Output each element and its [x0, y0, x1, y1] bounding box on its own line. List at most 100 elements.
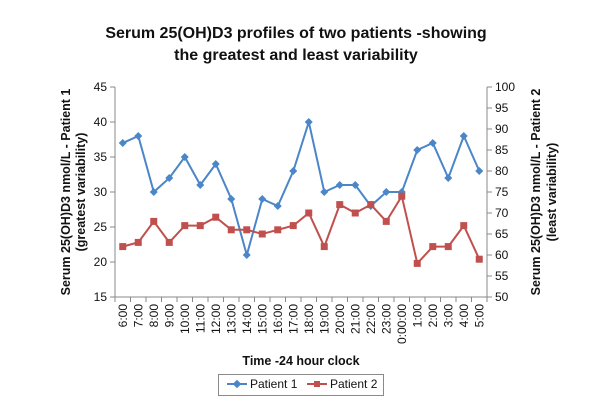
data-point-patient-1 [211, 160, 220, 168]
legend: Patient 1 Patient 2 [218, 374, 384, 396]
y-right-tick-label: 95 [495, 101, 509, 115]
y-left-tick-label: 20 [94, 255, 108, 269]
x-tick-label: 15:00 [255, 304, 269, 334]
data-point-patient-1 [289, 167, 298, 175]
y-right-tick-label: 50 [495, 290, 509, 304]
y-right-tick-label: 65 [495, 227, 509, 241]
data-point-patient-2 [289, 222, 297, 230]
y-right-tick-label: 85 [495, 143, 509, 157]
y-right-axis-title-line-2: (least variability) [545, 143, 559, 242]
chart-title-line-2: the greatest and least variability [174, 47, 418, 64]
y-right-tick-label: 55 [495, 269, 509, 283]
legend-label-patient-1: Patient 1 [250, 377, 298, 391]
data-point-patient-2 [274, 226, 282, 234]
x-tick-label: 2:00 [426, 304, 440, 328]
x-tick-label: 3:00 [441, 304, 455, 328]
data-point-patient-2 [398, 192, 406, 200]
data-point-patient-1 [273, 202, 282, 210]
series-line-patient-2 [122, 193, 481, 266]
line-chart: 15 20 25 30 35 40 45 50 55 60 65 70 75 80 85 90 95 100 6:0… [59, 80, 559, 368]
x-tick-label: 19:00 [317, 304, 331, 334]
data-point-patient-2 [351, 209, 359, 217]
x-tick-label: 1:00 [410, 304, 424, 328]
data-point-patient-1 [242, 251, 251, 259]
x-tick-label: 18:00 [302, 304, 316, 334]
y-right-tick-label: 100 [495, 80, 515, 94]
x-tick-label: 5:00 [472, 304, 486, 328]
data-point-patient-1 [196, 181, 205, 189]
data-point-patient-1 [304, 118, 313, 126]
y-right-tick-label: 70 [495, 206, 509, 220]
data-point-patient-2 [227, 226, 235, 234]
data-point-patient-2 [165, 238, 173, 246]
y-left-tick-label: 30 [94, 185, 108, 199]
x-tick-label: 7:00 [131, 304, 145, 328]
legend-item-patient-2: Patient 2 [307, 377, 377, 391]
x-tick-label: 10:00 [178, 304, 192, 334]
y-left-axis-title-line-2: (greatest variability) [74, 133, 88, 252]
data-point-patient-1 [134, 132, 143, 140]
x-tick-label: 16:00 [271, 304, 285, 334]
x-tick-label: 11:00 [193, 304, 207, 333]
data-point-patient-1 [165, 174, 174, 182]
data-point-patient-2 [119, 243, 127, 251]
x-tick-label: 12:00 [209, 304, 223, 334]
x-tick-label: 20:00 [333, 304, 347, 334]
y-left-tick-label: 15 [94, 290, 108, 304]
legend-item-patient-1: Patient 1 [227, 377, 297, 391]
data-point-patient-2 [134, 238, 142, 246]
data-point-patient-1 [444, 174, 453, 182]
y-right-tick-label: 75 [495, 185, 509, 199]
data-point-patient-2 [243, 226, 251, 234]
y-left-tick-label: 25 [94, 220, 108, 234]
legend-label-patient-2: Patient 2 [330, 377, 378, 391]
legend-diamond-marker-icon [227, 377, 247, 391]
x-tick-label: 23:00 [379, 304, 393, 334]
y-right-tick-label: 60 [495, 248, 509, 262]
data-point-patient-2 [181, 222, 189, 230]
x-tick-label: 13:00 [224, 304, 238, 334]
data-point-patient-1 [180, 153, 189, 161]
data-point-patient-1 [227, 195, 236, 203]
data-point-patient-2 [382, 217, 390, 225]
data-point-patient-1 [351, 181, 360, 189]
data-point-patient-1 [149, 188, 158, 196]
data-point-patient-2 [196, 222, 204, 230]
x-tick-label: 21:00 [348, 304, 362, 334]
data-point-patient-2 [150, 217, 158, 225]
chart-title-line-1: Serum 25(OH)D3 profiles of two patients … [105, 25, 487, 42]
x-tick-label: 8:00 [147, 304, 161, 328]
y-left-tick-label: 35 [94, 150, 108, 164]
data-point-patient-1 [428, 139, 437, 147]
data-point-patient-1 [413, 146, 422, 154]
y-right-tick-label: 90 [495, 122, 509, 136]
data-point-patient-1 [475, 167, 484, 175]
x-tick-label: 6:00 [116, 304, 130, 328]
data-point-patient-1 [118, 139, 127, 147]
x-tick-label: 17:00 [286, 304, 300, 334]
data-point-patient-1 [459, 132, 468, 140]
data-point-patient-2 [429, 243, 437, 251]
y-right-axis-title-line-1: Serum 25(OH)D3 nmol/L - Patient 2 [529, 89, 543, 296]
x-tick-label: 9:00 [162, 304, 176, 328]
data-point-patient-2 [475, 255, 483, 263]
data-point-patient-2 [367, 201, 375, 209]
y-left-tick-label: 40 [94, 115, 108, 129]
data-point-patient-2 [212, 213, 220, 221]
data-point-patient-2 [413, 259, 421, 267]
data-point-patient-2 [258, 230, 266, 238]
data-point-patient-2 [320, 243, 328, 251]
data-point-patient-2 [460, 222, 468, 230]
legend-square-marker-icon [307, 377, 327, 391]
data-point-patient-2 [336, 201, 344, 209]
x-axis-title: Time -24 hour clock [242, 354, 359, 368]
data-point-patient-2 [305, 209, 313, 217]
x-tick-label: 22:00 [364, 304, 378, 334]
x-tick-label: 4:00 [457, 304, 471, 328]
y-left-axis-title-line-1: Serum 25(OH)D3 nmol/L - Patient 1 [59, 89, 73, 296]
y-left-tick-label: 45 [94, 80, 108, 94]
data-point-patient-2 [444, 243, 452, 251]
x-tick-label: 0:00:00 [395, 304, 409, 344]
data-point-patient-1 [382, 188, 391, 196]
x-tick-label: 14:00 [240, 304, 254, 334]
